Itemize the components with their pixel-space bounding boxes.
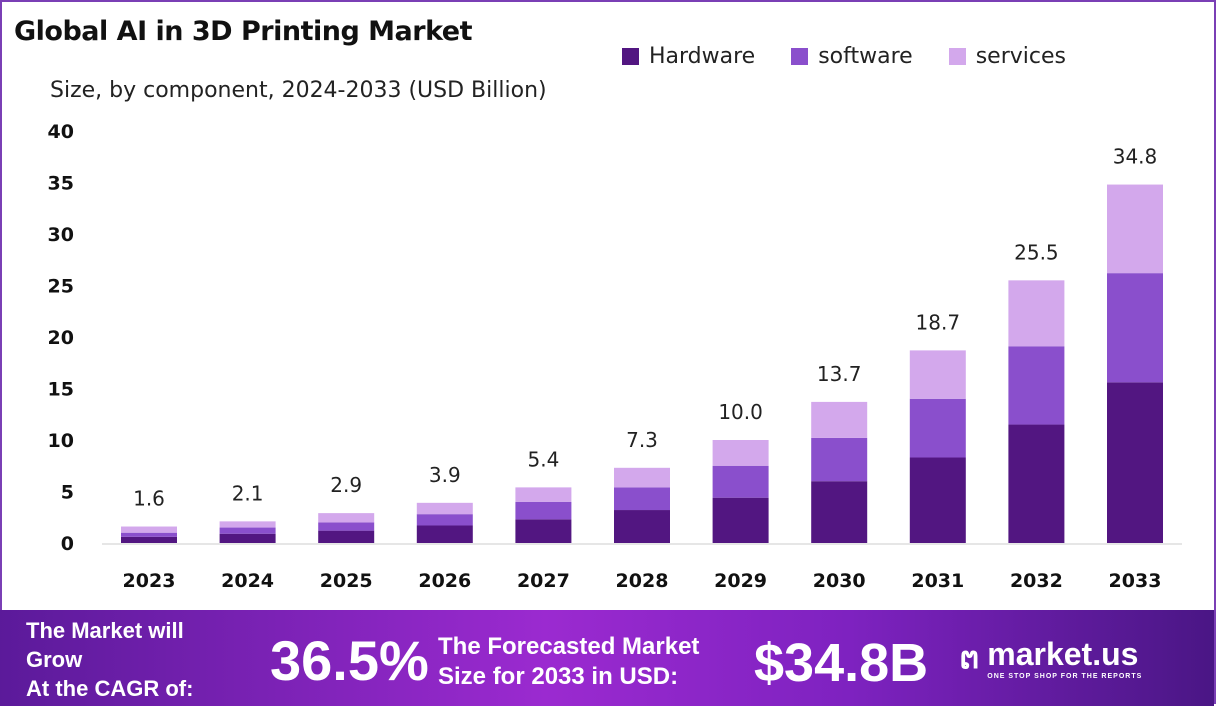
bar-segment-hardware: [1107, 382, 1163, 543]
y-tick-label: 35: [48, 173, 74, 195]
legend-swatch: [948, 48, 966, 65]
bar-segment-services: [121, 526, 177, 533]
bar-segment-services: [318, 513, 375, 523]
bar-segment-hardware: [318, 530, 375, 543]
bar-segment-hardware: [614, 510, 670, 543]
total-label: 5.4: [527, 447, 559, 471]
footer-banner: The Market will Grow At the CAGR of: 36.5%…: [0, 610, 1214, 706]
bar-segment-hardware: [811, 481, 868, 543]
bar-segment-software: [515, 501, 572, 520]
total-label: 18.7: [916, 310, 961, 334]
y-tick-label: 5: [61, 482, 74, 504]
bar-segment-hardware: [515, 519, 572, 543]
forecast-label: The Forecasted Market Size for 2033 in US…: [438, 633, 700, 690]
bar-segment-software: [121, 532, 177, 537]
cagr-label: The Market will Grow At the CAGR of:: [26, 618, 194, 701]
x-tick-label: 2024: [221, 570, 274, 592]
bar-segment-software: [614, 487, 670, 511]
chart-title: Global AI in 3D Printing Market: [14, 16, 473, 47]
bar-segment-software: [219, 527, 276, 534]
y-tick-label: 15: [48, 379, 74, 401]
legend-swatch: [622, 48, 639, 65]
legend-label: Hardware: [649, 44, 756, 69]
y-tick-label: 40: [48, 121, 74, 143]
x-tick-label: 2032: [1010, 570, 1063, 592]
x-tick-label: 2027: [517, 570, 570, 592]
total-label: 1.6: [133, 487, 165, 511]
y-tick-label: 25: [48, 276, 74, 298]
legend-item-hardware: Hardware: [622, 44, 755, 69]
bar-segment-software: [1107, 273, 1163, 383]
bar-segment-services: [416, 502, 473, 515]
bar-segment-hardware: [1008, 424, 1065, 543]
plot-area: 05101520253035401.620232.120242.920253.9…: [48, 121, 1182, 592]
bar-segment-hardware: [416, 525, 473, 543]
total-label: 7.3: [626, 428, 658, 452]
x-tick-label: 2030: [813, 570, 866, 592]
legend-item-services: services: [948, 44, 1066, 69]
legend-swatch: [791, 48, 809, 65]
bar-segment-services: [1008, 280, 1065, 347]
cagr-value: 36.5%: [270, 629, 429, 692]
bar-segment-hardware: [909, 457, 966, 543]
total-label: 13.7: [817, 362, 862, 386]
bar-segment-software: [909, 398, 966, 458]
total-label: 2.1: [232, 481, 264, 505]
total-label: 34.8: [1113, 145, 1158, 169]
forecast-value: $34.8B: [754, 633, 929, 693]
bar-segment-services: [515, 487, 572, 502]
legend-item-software: software: [791, 44, 913, 69]
logo-mark-icon: ຕ: [960, 641, 980, 675]
bar-segment-software: [811, 437, 868, 482]
x-tick-label: 2031: [911, 570, 964, 592]
bar-segment-hardware: [121, 536, 177, 543]
chart-subtitle: Size, by component, 2024-2033 (USD Billi…: [50, 78, 547, 103]
bar-segment-services: [909, 350, 966, 399]
total-label: 10.0: [718, 400, 763, 424]
total-label: 25.5: [1014, 240, 1059, 264]
bar-segment-software: [712, 465, 769, 498]
bar-segment-software: [1008, 346, 1065, 425]
bar-segment-services: [811, 401, 868, 438]
y-tick-label: 10: [48, 430, 74, 452]
y-tick-label: 30: [48, 224, 74, 246]
legend-label: services: [975, 44, 1066, 69]
bar-segment-services: [614, 467, 670, 488]
bar-segment-software: [318, 522, 375, 531]
bar-segment-services: [1107, 184, 1163, 274]
bar-segment-software: [416, 514, 473, 526]
x-tick-label: 2029: [714, 570, 767, 592]
bar-segment-services: [219, 521, 276, 528]
x-tick-label: 2026: [418, 570, 471, 592]
total-label: 3.9: [429, 463, 461, 487]
legend: Hardware software services: [622, 44, 1066, 69]
x-tick-label: 2033: [1109, 570, 1162, 592]
bar-segment-services: [712, 440, 769, 466]
market-us-logo: ຕ market.us ONE STOP SHOP FOR THE REPORTS: [960, 636, 1143, 680]
x-tick-label: 2028: [616, 570, 669, 592]
y-tick-label: 20: [48, 327, 74, 349]
total-label: 2.9: [330, 473, 362, 497]
y-tick-label: 0: [61, 533, 74, 555]
x-tick-label: 2025: [320, 570, 373, 592]
bar-segment-hardware: [712, 497, 769, 543]
x-tick-label: 2023: [123, 570, 176, 592]
legend-label: software: [818, 44, 913, 69]
bar-segment-hardware: [219, 533, 276, 543]
